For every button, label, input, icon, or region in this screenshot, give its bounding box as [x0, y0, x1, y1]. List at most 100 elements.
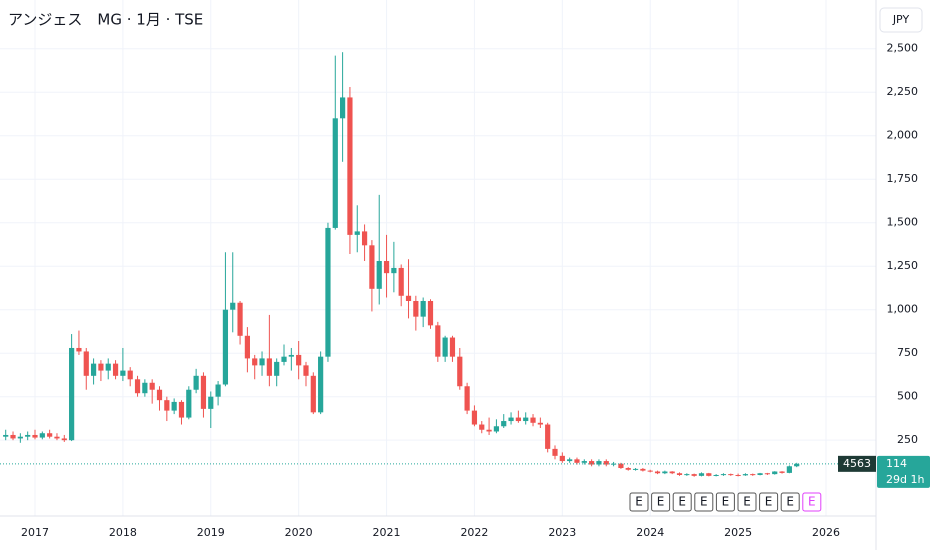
candle-body: [318, 356, 324, 413]
candle-body: [779, 471, 785, 473]
candle-body: [266, 358, 272, 376]
candle-body: [764, 473, 770, 475]
candle-body: [589, 461, 595, 465]
candles: [3, 52, 800, 477]
candle-body: [200, 375, 207, 409]
x-tick-label: 2021: [373, 526, 401, 539]
candle-body: [706, 473, 712, 476]
earnings-box[interactable]: [759, 492, 779, 512]
candle-body: [684, 474, 690, 476]
candle-body: [794, 463, 800, 467]
candle-body: [10, 434, 16, 439]
earnings-box[interactable]: [780, 492, 800, 512]
x-tick-label: 2017: [21, 526, 49, 539]
earnings-box[interactable]: [672, 492, 692, 512]
x-tick-label: 2024: [636, 526, 664, 539]
candle-body: [25, 434, 31, 437]
candle-body: [457, 356, 463, 387]
candle-body: [376, 260, 382, 289]
x-tick-label: 2023: [548, 526, 576, 539]
candle-body: [244, 335, 250, 359]
candle-body: [303, 365, 309, 376]
earnings-label[interactable]: E: [657, 495, 665, 509]
earnings-box[interactable]: [737, 492, 757, 512]
candle-body: [610, 463, 617, 465]
candle-body: [354, 231, 360, 235]
candle-body: [369, 245, 375, 289]
candle-body: [340, 97, 346, 119]
candle-body: [222, 309, 229, 385]
candle-body: [281, 356, 287, 362]
candle-body: [420, 300, 426, 317]
earnings-label[interactable]: E: [765, 495, 773, 509]
candle-body: [134, 379, 141, 394]
earnings-label[interactable]: E: [678, 495, 686, 509]
candle-body: [662, 471, 668, 474]
candle-body: [625, 468, 631, 470]
x-tick-label: 2022: [460, 526, 488, 539]
candle-body: [383, 260, 390, 274]
upcoming-earnings-label[interactable]: E: [808, 495, 816, 509]
candle-body: [120, 370, 126, 376]
candle-body: [427, 300, 434, 326]
last-price-label: 114: [886, 457, 907, 470]
candle-body: [186, 389, 192, 418]
x-tick-label: 2026: [812, 526, 840, 539]
candle-body: [530, 417, 536, 423]
y-tick-label: 1,250: [887, 259, 919, 272]
earnings-label[interactable]: E: [635, 495, 643, 509]
candle-body: [3, 434, 9, 437]
earnings-label[interactable]: E: [700, 495, 708, 509]
candle-body: [47, 433, 53, 437]
price-box: [877, 455, 930, 488]
earnings-box[interactable]: [629, 492, 649, 512]
x-tick-label: 2018: [109, 526, 137, 539]
candle-body: [559, 455, 565, 462]
candle-body: [493, 426, 500, 432]
candle-body: [515, 417, 521, 422]
chart-title: アンジェス MG · 1月 · TSE: [8, 11, 203, 29]
candle-body: [149, 382, 155, 390]
candle-body: [215, 384, 221, 397]
currency-box[interactable]: [879, 7, 923, 33]
earnings-box[interactable]: [694, 492, 714, 512]
candle-body: [164, 400, 170, 411]
candle-body: [654, 471, 661, 474]
candle-body: [464, 386, 470, 411]
candle-body: [398, 267, 404, 296]
candle-body: [713, 474, 719, 476]
earnings-label[interactable]: E: [786, 495, 794, 509]
currency[interactable]: JPY: [892, 13, 910, 26]
candle-body: [83, 351, 89, 376]
y-tick-label: 500: [897, 390, 918, 403]
candle-body: [90, 363, 97, 376]
earnings-box[interactable]: [715, 492, 735, 512]
candle-body: [632, 468, 639, 470]
candle-body: [413, 300, 419, 317]
candle-body: [288, 354, 294, 357]
candle-body: [361, 231, 368, 246]
candle-body: [735, 474, 741, 476]
candle-body: [32, 434, 38, 438]
candle-body: [259, 358, 265, 366]
upcoming-earnings-box[interactable]: [802, 492, 822, 512]
candle-body: [405, 295, 412, 301]
earnings-label[interactable]: E: [722, 495, 730, 509]
candle-body: [98, 363, 104, 371]
candle-body: [310, 375, 316, 413]
candle-body: [574, 459, 580, 463]
candle-body: [442, 337, 448, 357]
earnings-label[interactable]: E: [743, 495, 751, 509]
candle-body: [39, 433, 45, 438]
candle-body: [647, 470, 653, 472]
candle-body: [230, 302, 236, 310]
candle-body: [391, 267, 397, 274]
candle-body: [171, 401, 177, 411]
candle-body: [676, 473, 683, 475]
candle-body: [449, 337, 456, 357]
y-tick-label: 1,750: [887, 172, 919, 185]
candle-body: [750, 474, 756, 476]
earnings-box[interactable]: [651, 492, 671, 512]
